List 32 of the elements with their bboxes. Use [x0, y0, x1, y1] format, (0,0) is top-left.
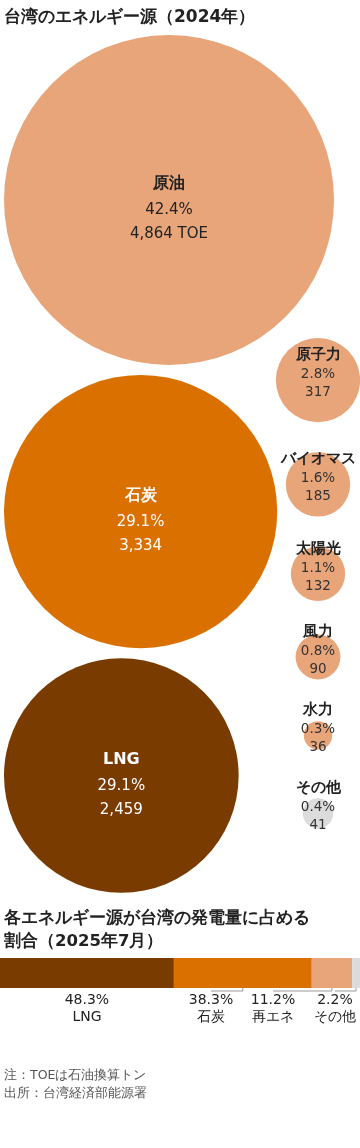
- category-label: 原油: [152, 173, 185, 192]
- category-label: LNG: [102, 748, 140, 768]
- data-label: 2.2%: [317, 991, 353, 1007]
- bar: 48.3% LNG: [0, 958, 174, 1024]
- series-label: LNG: [72, 1008, 102, 1024]
- bar: [173, 958, 312, 988]
- category-label: 石炭: [123, 484, 158, 504]
- bar: [0, 958, 174, 988]
- data-label: 29.1% 3,334: [116, 511, 165, 554]
- data-label: 11.2%: [250, 991, 296, 1007]
- chart-title: 各エネルギー源が台湾の発電量に占める割合（2025年7月）: [3, 907, 311, 952]
- data-label: 0.8% 90: [300, 641, 336, 676]
- series-label: その他: [314, 1008, 356, 1024]
- series-label: 石炭: [197, 1008, 225, 1024]
- category-label: 水力: [302, 700, 333, 719]
- text: 注：TOEは石油換算トン: [3, 1066, 148, 1084]
- category-label: 風力: [302, 621, 333, 640]
- data-label: 42.4% 4,864 TOE: [129, 200, 209, 242]
- category-label: 原子力: [294, 345, 341, 364]
- data-label: 1.6% 185: [300, 469, 336, 504]
- bar: [352, 958, 360, 988]
- data-label: 38.3%: [188, 991, 234, 1007]
- series-label: 再エネ: [252, 1008, 294, 1024]
- bar: [311, 958, 353, 988]
- data-label: 2.8% 317: [300, 365, 336, 400]
- data-label: 48.3%: [64, 991, 110, 1007]
- data-label: 29.1% 2,459: [97, 775, 146, 818]
- data-label: 1.1% 132: [300, 558, 336, 593]
- category-label: その他: [295, 778, 342, 797]
- text: 台湾のエネルギー源（2024年）: [4, 6, 256, 26]
- text: 出所：台湾経済部能源署: [3, 1084, 148, 1102]
- data-label: 0.4% 41: [300, 798, 336, 833]
